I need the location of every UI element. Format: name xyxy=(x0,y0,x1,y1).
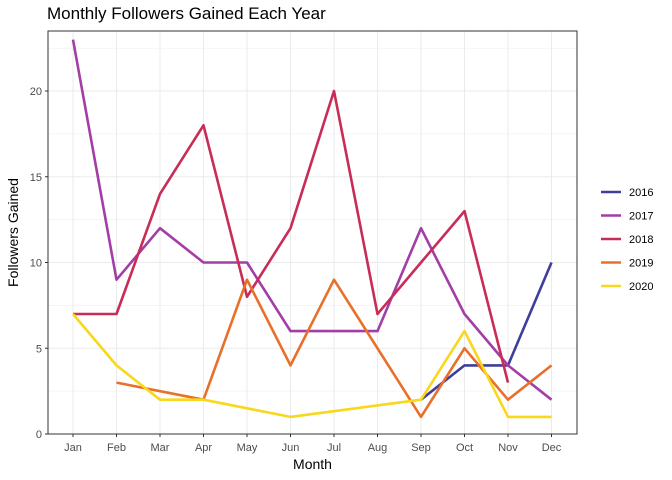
x-tick-label: Sep xyxy=(411,442,431,454)
x-tick-label: Nov xyxy=(498,442,518,454)
legend-label: 2018 xyxy=(629,234,653,246)
series-line-2018 xyxy=(73,89,510,383)
x-tick-label: Aug xyxy=(368,442,388,454)
x-tick-label: Mar xyxy=(151,442,170,454)
x-axis: Jan Feb Mar Apr May Jun Jul Aug Sep Oct Nov Dec xyxy=(64,434,562,454)
y-axis-title: Followers Gained xyxy=(5,178,21,287)
y-tick-label: 10 xyxy=(30,258,42,270)
series-line-2017 xyxy=(71,39,553,401)
series-line-2016 xyxy=(420,261,553,401)
x-tick-label: Oct xyxy=(456,442,473,454)
series-lines xyxy=(71,39,553,419)
y-axis: 0 5 10 15 20 xyxy=(30,86,48,441)
x-tick-label: May xyxy=(237,442,258,454)
plot-panel-border xyxy=(47,30,578,435)
legend-label: 2020 xyxy=(629,281,653,293)
series-line-2020 xyxy=(72,313,552,419)
y-tick-label: 20 xyxy=(30,86,42,98)
x-tick-label: Feb xyxy=(107,442,126,454)
legend: 2016 2017 2018 2019 2020 xyxy=(601,187,653,293)
y-tick-label: 0 xyxy=(36,429,42,441)
legend-label: 2019 xyxy=(629,258,653,270)
x-axis-title: Month xyxy=(293,456,332,472)
chart-title: Monthly Followers Gained Each Year xyxy=(47,4,326,23)
x-tick-label: Dec xyxy=(542,442,562,454)
legend-label: 2017 xyxy=(629,211,653,223)
x-tick-label: Apr xyxy=(195,442,212,454)
x-tick-label: Jun xyxy=(282,442,300,454)
y-tick-label: 15 xyxy=(30,172,42,184)
legend-label: 2016 xyxy=(629,187,653,199)
y-tick-label: 5 xyxy=(36,343,42,355)
x-tick-label: Jan xyxy=(64,442,82,454)
series-line-2019 xyxy=(116,278,553,419)
x-tick-label: Jul xyxy=(327,442,341,454)
